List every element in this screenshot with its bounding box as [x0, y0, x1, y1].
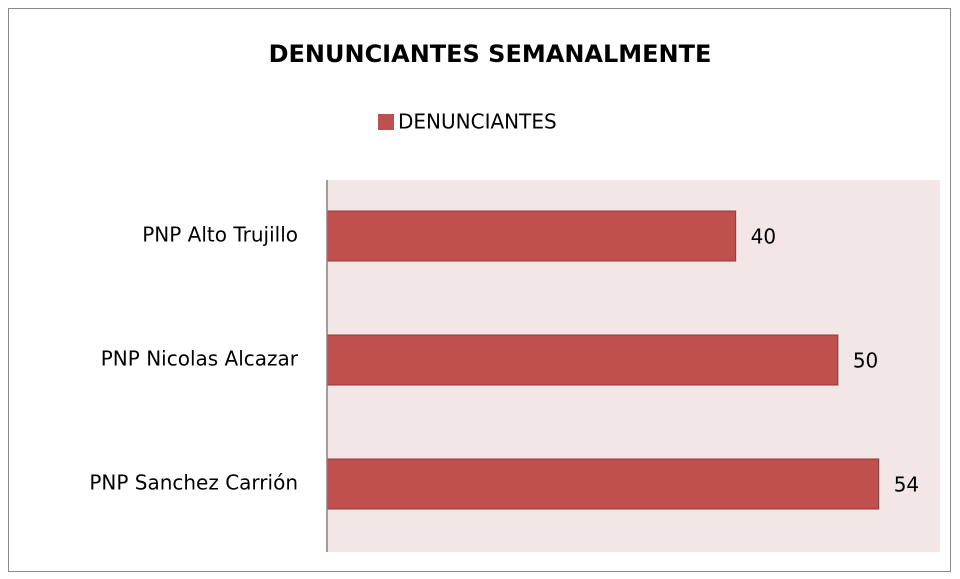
legend-swatch — [378, 114, 394, 130]
data-label: 54 — [894, 473, 919, 497]
data-label: 50 — [853, 349, 878, 373]
y-tick-label: PNP Nicolas Alcazar — [101, 347, 299, 371]
chart-title: DENUNCIANTES SEMANALMENTE — [269, 40, 712, 68]
legend-label: DENUNCIANTES — [398, 110, 557, 134]
bar — [326, 334, 839, 386]
bar — [326, 458, 880, 510]
bar — [326, 210, 737, 262]
y-tick-label: PNP Alto Trujillo — [142, 223, 298, 247]
y-tick-label: PNP Sanchez Carrión — [89, 471, 298, 495]
data-label: 40 — [751, 225, 776, 249]
